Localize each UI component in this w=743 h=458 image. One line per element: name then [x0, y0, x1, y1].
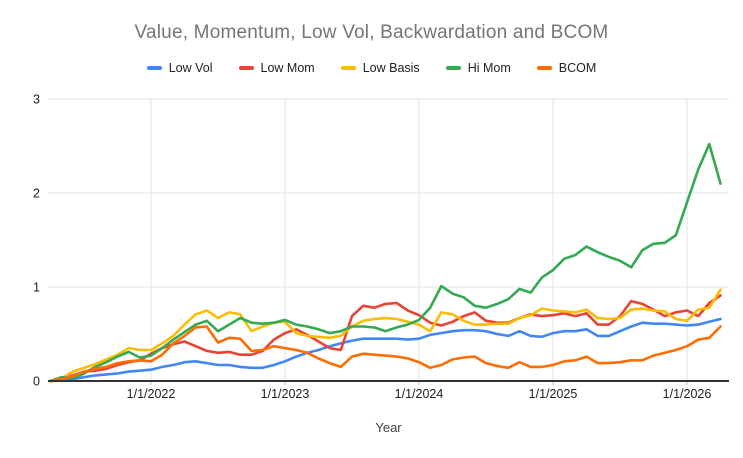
legend-swatch-icon: [238, 66, 254, 70]
x-tick-label: 1/1/2024: [395, 387, 444, 401]
legend-label: Hi Mom: [467, 61, 511, 75]
legend-swatch-icon: [146, 66, 162, 70]
series-line-low-basis: [49, 288, 722, 383]
series-line-bcom: [49, 325, 722, 383]
legend-item-low-basis: Low Basis: [340, 61, 420, 75]
x-tick-label: 1/1/2025: [529, 387, 578, 401]
y-tick-label: 1: [33, 281, 40, 295]
legend-item-low-mom: Low Mom: [238, 61, 315, 75]
x-axis-title: Year: [375, 420, 402, 435]
x-tick-label: 1/1/2023: [261, 387, 310, 401]
series-line-hi-mom: [49, 142, 722, 383]
legend-item-hi-mom: Hi Mom: [445, 61, 511, 75]
legend-label: Low Vol: [168, 61, 213, 75]
y-tick-label: 0: [33, 375, 40, 389]
y-tick-label: 2: [33, 187, 40, 201]
legend-label: Low Basis: [362, 61, 420, 75]
y-tick-label: 3: [33, 93, 40, 107]
legend-swatch-icon: [340, 66, 356, 70]
series-line-low-vol: [49, 317, 722, 383]
legend-item-bcom: BCOM: [536, 61, 597, 75]
legend-item-low-vol: Low Vol: [146, 61, 213, 75]
chart-title: Value, Momentum, Low Vol, Backwardation …: [134, 22, 609, 43]
legend-label: BCOM: [558, 61, 597, 75]
x-tick-label: 1/1/2026: [663, 387, 712, 401]
legend-swatch-icon: [536, 66, 552, 70]
legend-label: Low Mom: [260, 61, 315, 75]
x-tick-label: 1/1/2022: [127, 387, 176, 401]
legend-swatch-icon: [445, 66, 461, 70]
chart-legend: Low Vol Low Mom Low Basis Hi Mom BCOM: [0, 61, 743, 75]
